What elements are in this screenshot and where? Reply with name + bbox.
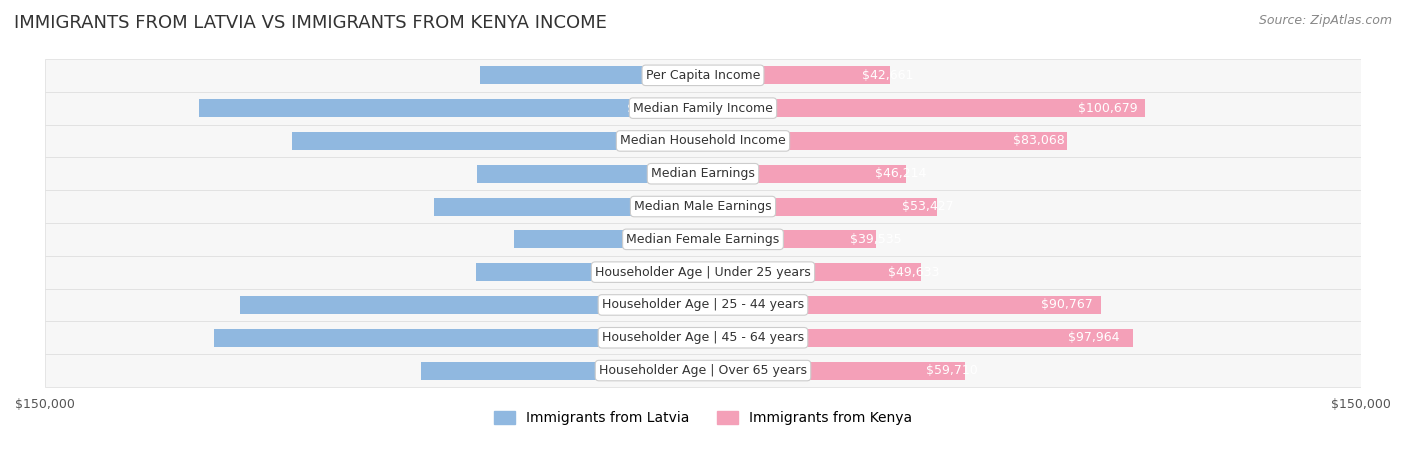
Text: $61,422: $61,422 <box>662 200 714 213</box>
FancyBboxPatch shape <box>45 59 1361 92</box>
Bar <box>703 66 890 85</box>
Text: Householder Age | 45 - 64 years: Householder Age | 45 - 64 years <box>602 331 804 344</box>
Text: $97,964: $97,964 <box>1069 331 1119 344</box>
Text: $83,068: $83,068 <box>1012 134 1064 148</box>
Text: $50,914: $50,914 <box>669 69 721 82</box>
Text: Householder Age | Under 25 years: Householder Age | Under 25 years <box>595 266 811 279</box>
Bar <box>703 198 938 216</box>
FancyBboxPatch shape <box>45 157 1361 190</box>
Text: $39,535: $39,535 <box>851 233 903 246</box>
Bar <box>477 165 703 183</box>
Bar <box>515 230 703 248</box>
FancyBboxPatch shape <box>45 289 1361 321</box>
FancyBboxPatch shape <box>45 223 1361 256</box>
Text: $93,602: $93,602 <box>641 134 693 148</box>
Bar <box>703 329 1133 347</box>
Bar <box>200 99 703 117</box>
FancyBboxPatch shape <box>45 125 1361 157</box>
Bar <box>703 165 905 183</box>
Text: Median Family Income: Median Family Income <box>633 102 773 114</box>
Text: Median Earnings: Median Earnings <box>651 167 755 180</box>
Bar <box>433 198 703 216</box>
Text: $46,214: $46,214 <box>876 167 927 180</box>
Bar <box>703 296 1101 314</box>
Bar <box>240 296 703 314</box>
Text: $43,099: $43,099 <box>675 233 725 246</box>
FancyBboxPatch shape <box>45 190 1361 223</box>
Text: $42,661: $42,661 <box>862 69 914 82</box>
Bar <box>703 99 1144 117</box>
Text: $105,522: $105,522 <box>634 298 693 311</box>
Text: $90,767: $90,767 <box>1042 298 1094 311</box>
Text: Source: ZipAtlas.com: Source: ZipAtlas.com <box>1258 14 1392 27</box>
Bar <box>420 361 703 380</box>
Text: $51,737: $51,737 <box>669 266 721 279</box>
Bar <box>703 132 1067 150</box>
Bar <box>703 361 965 380</box>
Text: Median Female Earnings: Median Female Earnings <box>627 233 779 246</box>
Text: $111,454: $111,454 <box>630 331 689 344</box>
Text: $49,633: $49,633 <box>889 266 939 279</box>
Text: $114,826: $114,826 <box>627 102 686 114</box>
Text: Median Household Income: Median Household Income <box>620 134 786 148</box>
Text: $100,679: $100,679 <box>1078 102 1137 114</box>
Text: $53,427: $53,427 <box>903 200 953 213</box>
Text: Householder Age | Over 65 years: Householder Age | Over 65 years <box>599 364 807 377</box>
Bar <box>703 263 921 281</box>
Text: IMMIGRANTS FROM LATVIA VS IMMIGRANTS FROM KENYA INCOME: IMMIGRANTS FROM LATVIA VS IMMIGRANTS FRO… <box>14 14 607 32</box>
Text: Per Capita Income: Per Capita Income <box>645 69 761 82</box>
FancyBboxPatch shape <box>45 256 1361 289</box>
Text: $64,298: $64,298 <box>661 364 713 377</box>
FancyBboxPatch shape <box>45 92 1361 125</box>
Bar <box>703 230 876 248</box>
FancyBboxPatch shape <box>45 321 1361 354</box>
Legend: Immigrants from Latvia, Immigrants from Kenya: Immigrants from Latvia, Immigrants from … <box>488 406 918 431</box>
Bar <box>214 329 703 347</box>
Bar <box>292 132 703 150</box>
Text: Householder Age | 25 - 44 years: Householder Age | 25 - 44 years <box>602 298 804 311</box>
Text: $51,555: $51,555 <box>669 167 721 180</box>
Text: Median Male Earnings: Median Male Earnings <box>634 200 772 213</box>
FancyBboxPatch shape <box>45 354 1361 387</box>
Bar <box>477 263 703 281</box>
Bar <box>479 66 703 85</box>
Text: $59,710: $59,710 <box>925 364 977 377</box>
